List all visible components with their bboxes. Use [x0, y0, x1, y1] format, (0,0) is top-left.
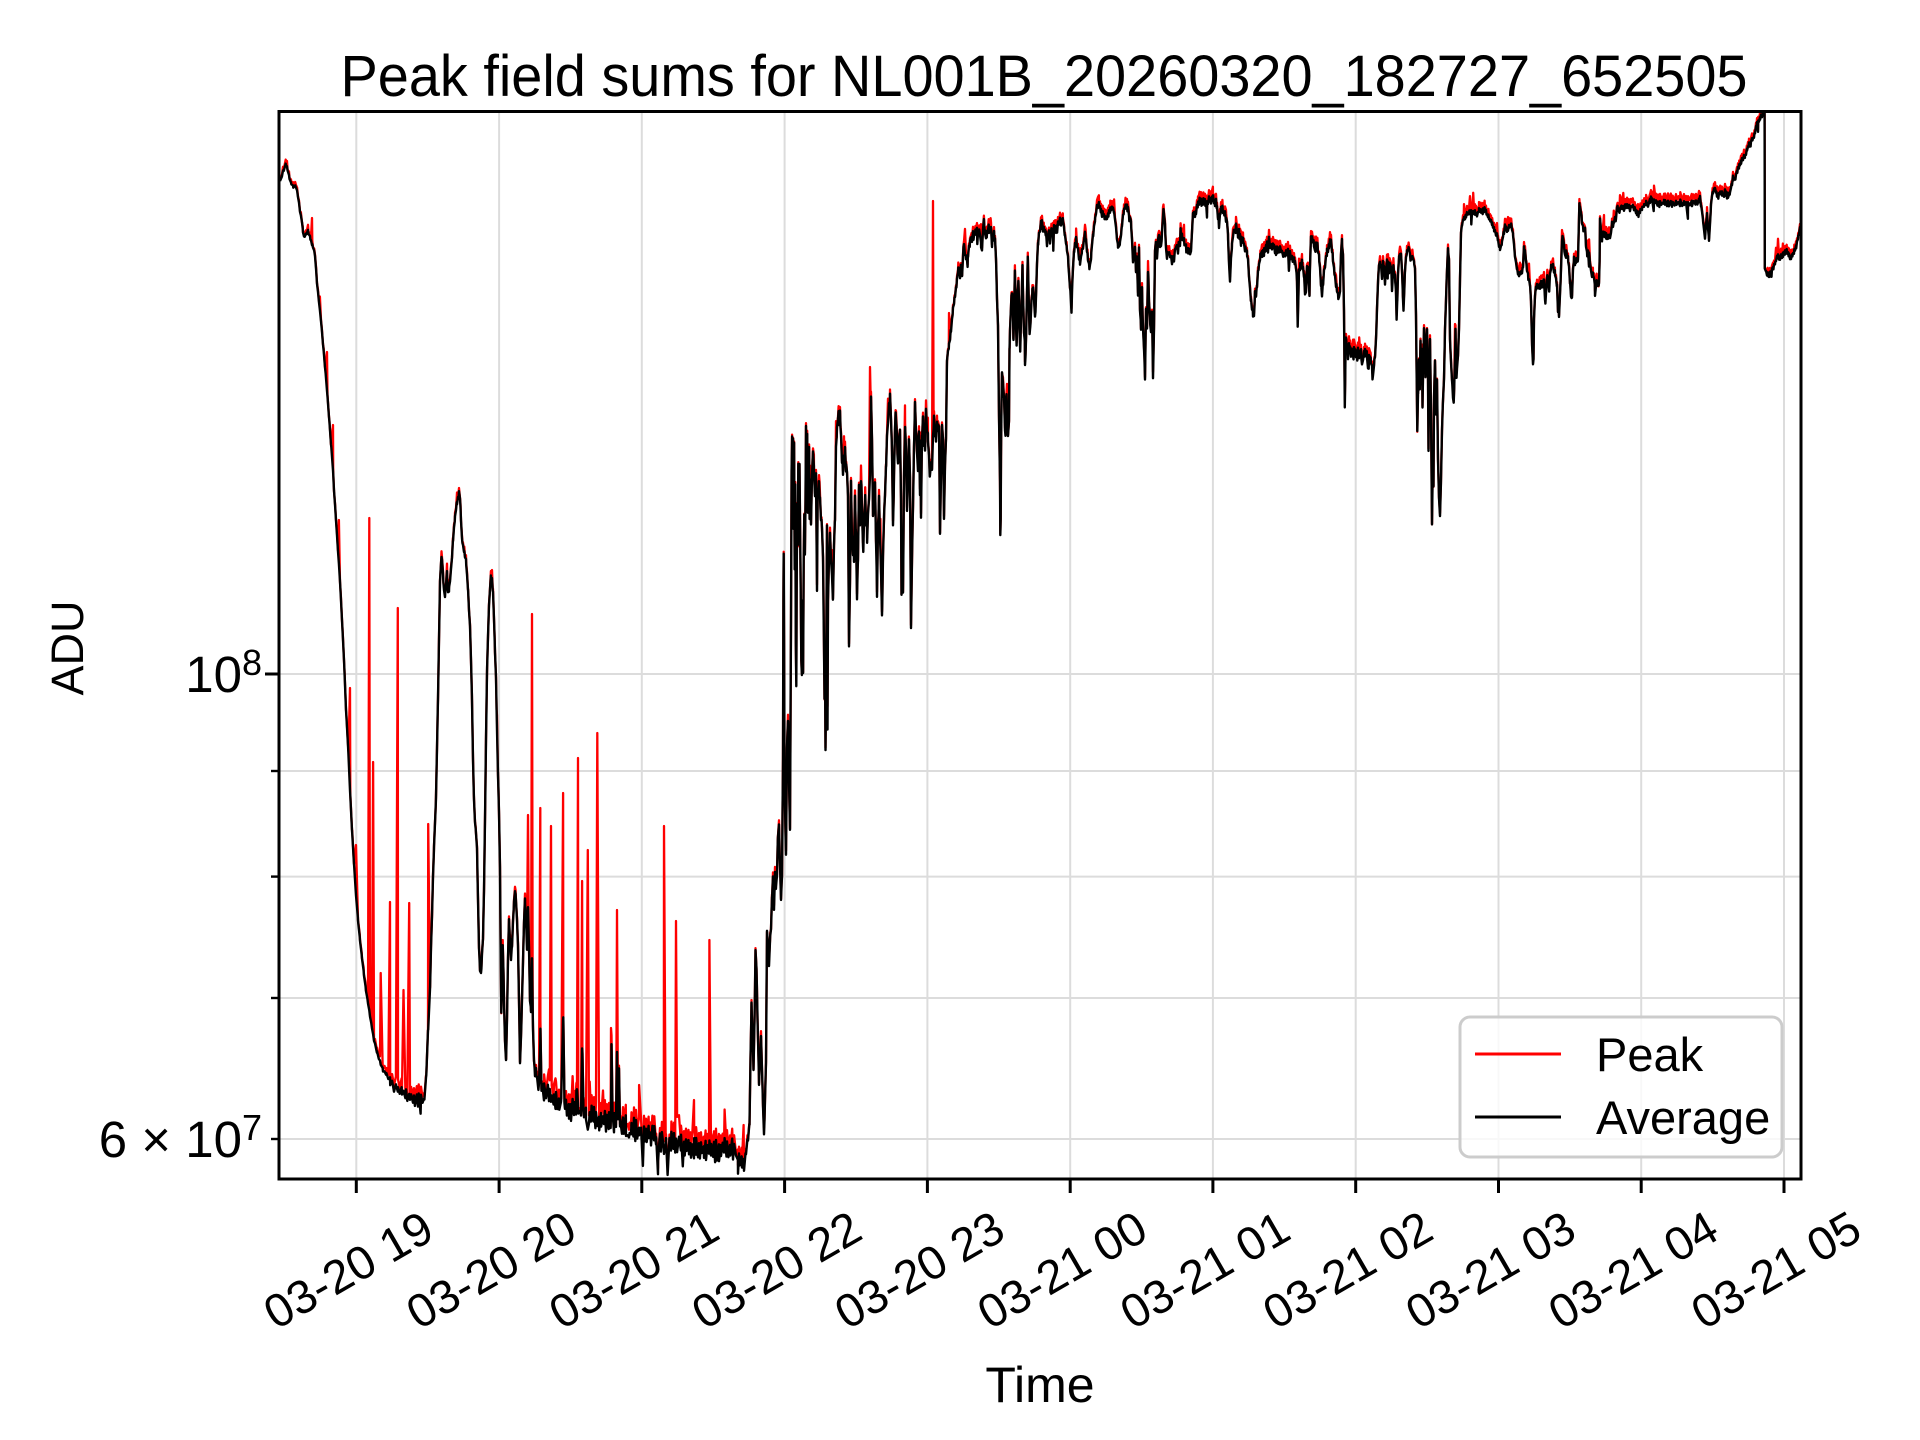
svg-text:Time: Time	[985, 1357, 1094, 1413]
svg-text:6 × 107: 6 × 107	[99, 1107, 262, 1168]
svg-text:Peak field sums for NL001B_202: Peak field sums for NL001B_20260320_1827…	[341, 44, 1748, 109]
svg-text:Average: Average	[1596, 1091, 1770, 1144]
svg-text:ADU: ADU	[42, 600, 93, 695]
svg-text:Peak: Peak	[1596, 1028, 1704, 1081]
